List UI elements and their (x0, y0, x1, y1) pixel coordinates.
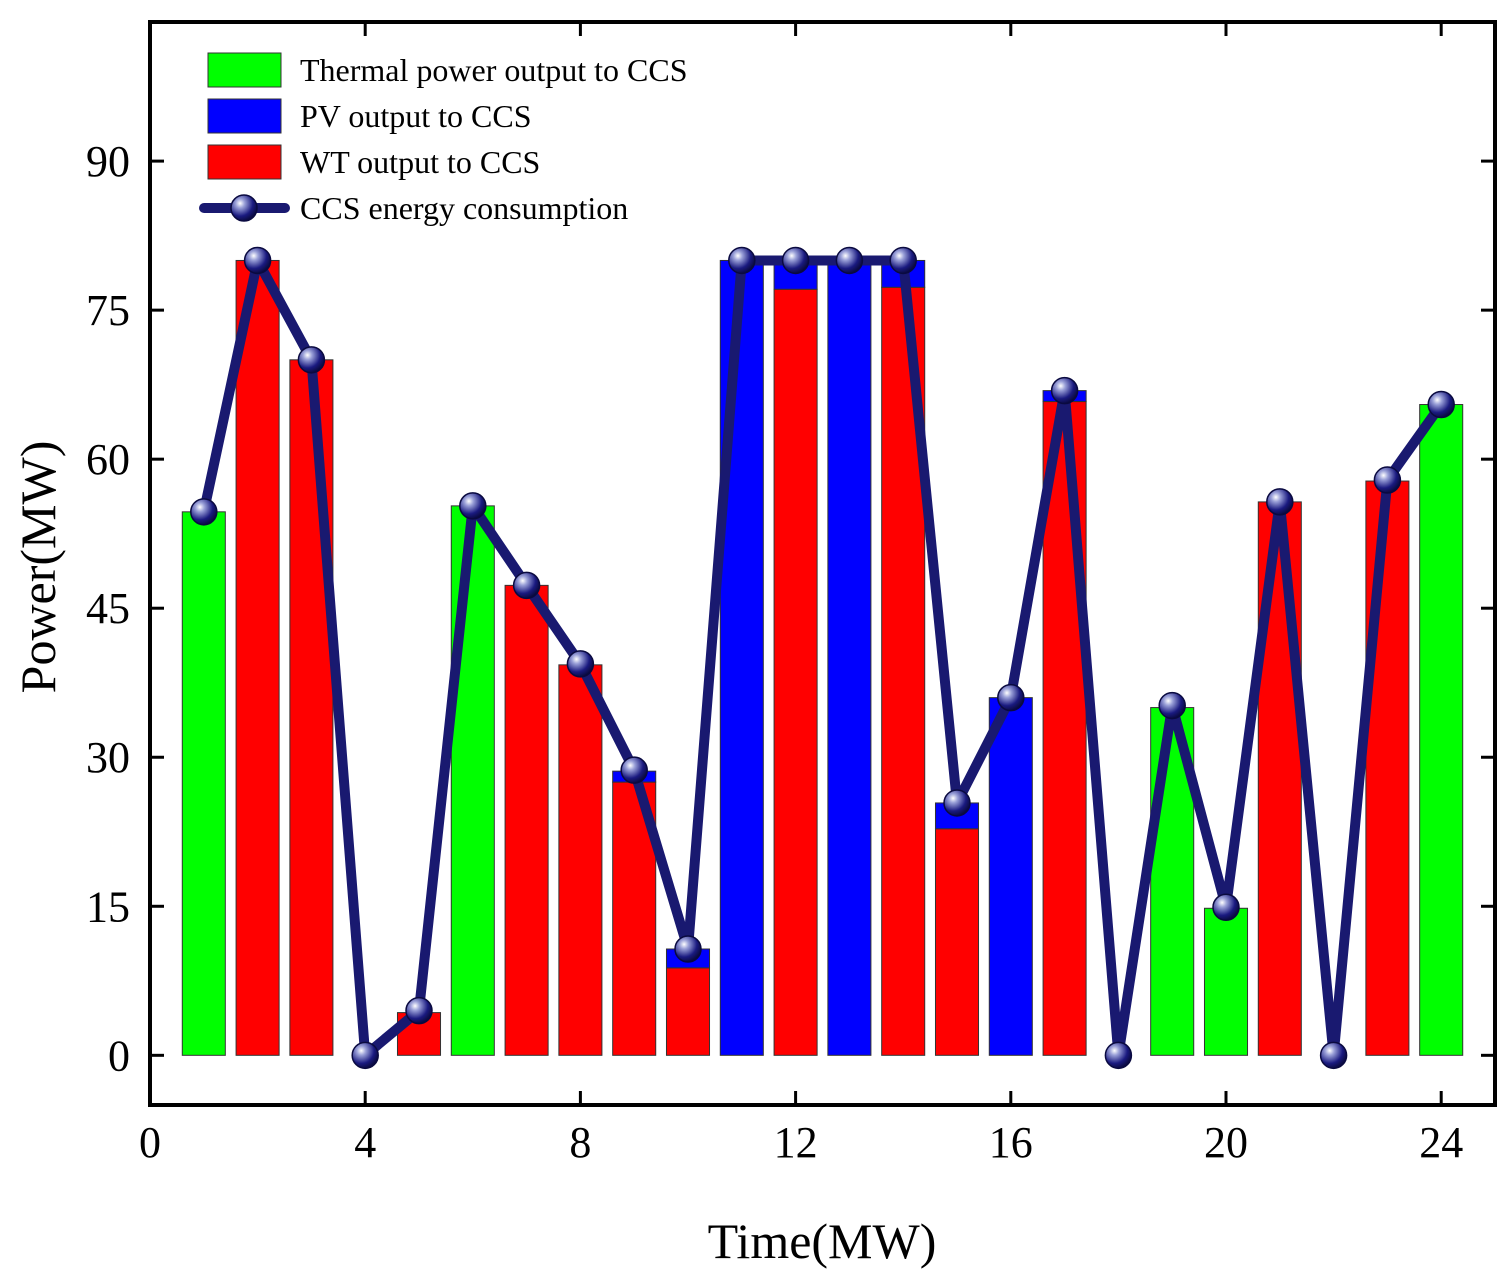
ccs-marker-18 (1104, 1041, 1133, 1070)
legend-label: Thermal power output to CCS (300, 52, 688, 88)
ccs-marker-15 (943, 789, 971, 817)
bar-wt-8 (558, 664, 603, 1056)
bar-wt-10 (665, 967, 711, 1056)
bar-thermal-20 (1203, 907, 1249, 1056)
ccs-marker-22 (1319, 1041, 1348, 1070)
ccs-marker-23 (1373, 466, 1402, 494)
ccs-marker-3 (297, 346, 326, 374)
bar-thermal-6 (450, 505, 495, 1056)
x-tick-label: 12 (774, 1118, 818, 1167)
y-tick-label: 90 (86, 137, 130, 186)
y-tick-label: 45 (86, 584, 130, 633)
x-tick-label: 0 (139, 1118, 161, 1167)
legend-label: WT output to CCS (300, 144, 540, 180)
y-tick-label: 60 (86, 435, 130, 484)
bar-wt-7 (504, 584, 549, 1056)
legend-swatch-1 (207, 98, 282, 134)
ccs-marker-14 (889, 246, 917, 275)
ccs-marker-8 (566, 650, 595, 678)
bar-pv-13 (827, 259, 872, 1056)
x-tick-label: 16 (989, 1118, 1033, 1167)
ccs-marker-2 (243, 246, 272, 275)
legend: Thermal power output to CCS PV output to … (199, 52, 688, 226)
legend-label: PV output to CCS (300, 98, 531, 134)
bar-wt-3 (289, 359, 334, 1056)
legend-swatch-2 (207, 144, 282, 180)
legend-label: CCS energy consumption (300, 190, 628, 226)
ccs-marker-13 (835, 246, 864, 275)
ccs-marker-24 (1427, 390, 1455, 419)
ccs-marker-7 (512, 571, 541, 600)
ccs-marker-10 (674, 935, 702, 963)
y-tick-label: 30 (86, 733, 130, 782)
bar-wt-2 (235, 259, 280, 1056)
y-tick-label: 75 (86, 286, 130, 335)
y-axis-title: Power(MW) (10, 441, 66, 694)
legend-marker-swatch (230, 194, 258, 222)
ccs-marker-4 (351, 1041, 379, 1070)
ccs-marker-21 (1266, 488, 1294, 516)
axes-layer: 0 4 8 12 16 20 24 0 15 30 45 60 75 90 (86, 20, 1497, 1167)
ccs-marker-20 (1212, 893, 1240, 922)
ccs-marker-1 (190, 498, 218, 526)
ccs-consumption-line (198, 255, 1447, 1061)
x-tick-label: 24 (1419, 1118, 1463, 1167)
x-tick-label: 20 (1204, 1118, 1248, 1167)
x-tick-label: 8 (569, 1118, 591, 1167)
bar-wt-12 (773, 288, 818, 1056)
bars-layer (181, 259, 1464, 1056)
x-axis-title: Time(MW) (708, 1213, 937, 1269)
bar-pv-11 (719, 259, 764, 1056)
ccs-marker-9 (620, 756, 648, 784)
ccs-marker-6 (459, 492, 487, 520)
ccs-marker-12 (781, 246, 810, 275)
bar-thermal-24 (1419, 404, 1464, 1056)
line-layer (190, 246, 1455, 1070)
bar-wt-15 (934, 828, 980, 1056)
ccs-marker-17 (1050, 376, 1079, 405)
bar-thermal-1 (181, 511, 226, 1056)
x-tick-label: 4 (354, 1118, 376, 1167)
ccs-marker-16 (997, 683, 1025, 712)
y-tick-label: 0 (108, 1031, 130, 1080)
bar-pv-16 (988, 697, 1033, 1056)
ccs-marker-19 (1158, 691, 1186, 720)
bar-wt-23 (1365, 480, 1410, 1056)
legend-swatch-0 (207, 52, 282, 88)
ccs-marker-5 (405, 996, 433, 1025)
plot-frame (148, 20, 1497, 1107)
y-tick-label: 15 (86, 882, 130, 931)
ccs-marker-11 (728, 246, 756, 275)
